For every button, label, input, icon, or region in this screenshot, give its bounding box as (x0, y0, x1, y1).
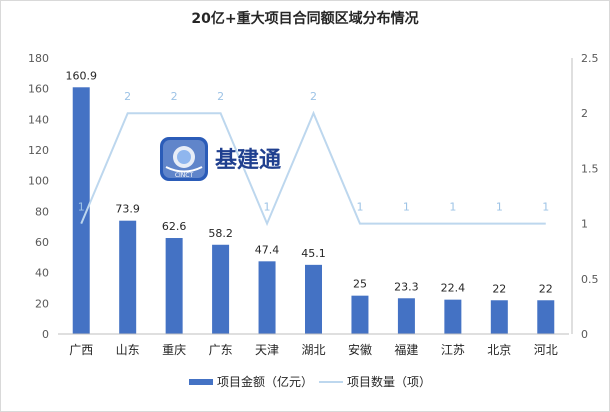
line-path (80, 110, 546, 227)
line-data-label: 2 (124, 90, 131, 103)
left-tick-label: 80 (35, 205, 49, 218)
right-tick-label: 0.5 (581, 273, 599, 286)
bar-data-label: 25 (353, 278, 367, 291)
bar-data-label: 47.4 (255, 243, 280, 256)
bar (119, 220, 137, 334)
bar-series: 160.973.962.658.247.4 45.125 23.3 22.4 22 22 (65, 69, 555, 334)
bar (444, 299, 462, 334)
bar-data-label: 22 (539, 282, 553, 295)
chart-title: 20亿+重大项目合同额区域分布情况 (191, 10, 418, 27)
legend-label-bar: 项目金额（亿元） (217, 374, 313, 389)
line-data-label: 1 (264, 201, 271, 214)
category-axis: 广西 山东 重庆 广东 天津 湖北 安徽 福建 江苏 北京 河北 (58, 333, 569, 357)
right-axis: 0 0.5 1 1.5 2 2.5 (571, 52, 599, 341)
left-tick-label: 180 (28, 52, 49, 65)
line-data-label: 1 (78, 201, 85, 214)
bar (397, 298, 415, 334)
bar-data-label: 22.4 (441, 282, 466, 295)
right-tick-label: 1.5 (581, 162, 599, 175)
category-label: 广西 (69, 343, 93, 357)
bar (165, 238, 183, 334)
category-label: 广东 (209, 343, 233, 357)
left-tick-label: 0 (42, 328, 49, 341)
bar-data-label: 62.6 (162, 220, 187, 233)
category-label: 天津 (255, 343, 279, 357)
left-tick-label: 20 (35, 297, 49, 310)
legend-swatch-bar (189, 379, 213, 385)
category-label: 北京 (487, 343, 511, 357)
left-tick-label: 160 (28, 83, 49, 96)
legend-label-line: 项目数量（项） (347, 374, 431, 389)
left-tick-label: 100 (28, 175, 49, 188)
category-label: 福建 (394, 342, 418, 357)
right-tick-label: 2 (581, 107, 588, 120)
bar (537, 300, 555, 334)
left-tick-label: 60 (35, 236, 49, 249)
bar-data-label: 22 (492, 282, 506, 295)
line-data-label: 1 (449, 201, 456, 214)
bar (258, 261, 276, 334)
bar-data-label: 23.3 (394, 280, 419, 293)
category-label: 山东 (116, 343, 140, 357)
bar-data-label: 73.9 (115, 203, 140, 216)
left-tick-label: 140 (28, 113, 49, 126)
bar-data-label: 58.2 (208, 227, 233, 240)
left-axis: 0 20 40 60 80 100 120 140 160 180 (28, 52, 49, 341)
left-tick-label: 40 (35, 267, 49, 280)
bar (72, 87, 90, 334)
category-label: 江苏 (441, 343, 465, 357)
line-data-label: 2 (171, 90, 178, 103)
right-tick-label: 2.5 (581, 52, 599, 65)
line-data-label: 1 (356, 201, 363, 214)
category-label: 湖北 (301, 342, 325, 357)
line-data-label: 2 (217, 90, 224, 103)
line-data-label: 1 (542, 201, 549, 214)
category-label: 重庆 (162, 343, 186, 357)
logo-icon: CINCT (160, 137, 208, 181)
category-label: 河北 (534, 343, 558, 357)
line-series: 1 2 2 2 1 2 1 1 1 1 1 (78, 90, 549, 227)
watermark: CINCT 基建通 (160, 137, 281, 181)
logo-text: CINCT (175, 172, 194, 179)
line-data-label: 1 (496, 201, 503, 214)
bar (212, 244, 230, 334)
line-data-label: 2 (310, 90, 317, 103)
bar (490, 300, 508, 334)
watermark-text: 基建通 (215, 147, 281, 173)
left-tick-label: 120 (28, 144, 49, 157)
right-tick-label: 1 (581, 218, 588, 231)
category-label: 安徽 (348, 342, 372, 357)
line-data-label: 1 (403, 201, 410, 214)
right-tick-label: 0 (581, 328, 588, 341)
bar-data-label: 160.9 (65, 69, 97, 82)
bar (351, 295, 369, 334)
bar (305, 264, 322, 334)
legend: 项目金额（亿元） 项目数量（项） (189, 374, 431, 389)
bar-data-label: 45.1 (301, 247, 326, 260)
